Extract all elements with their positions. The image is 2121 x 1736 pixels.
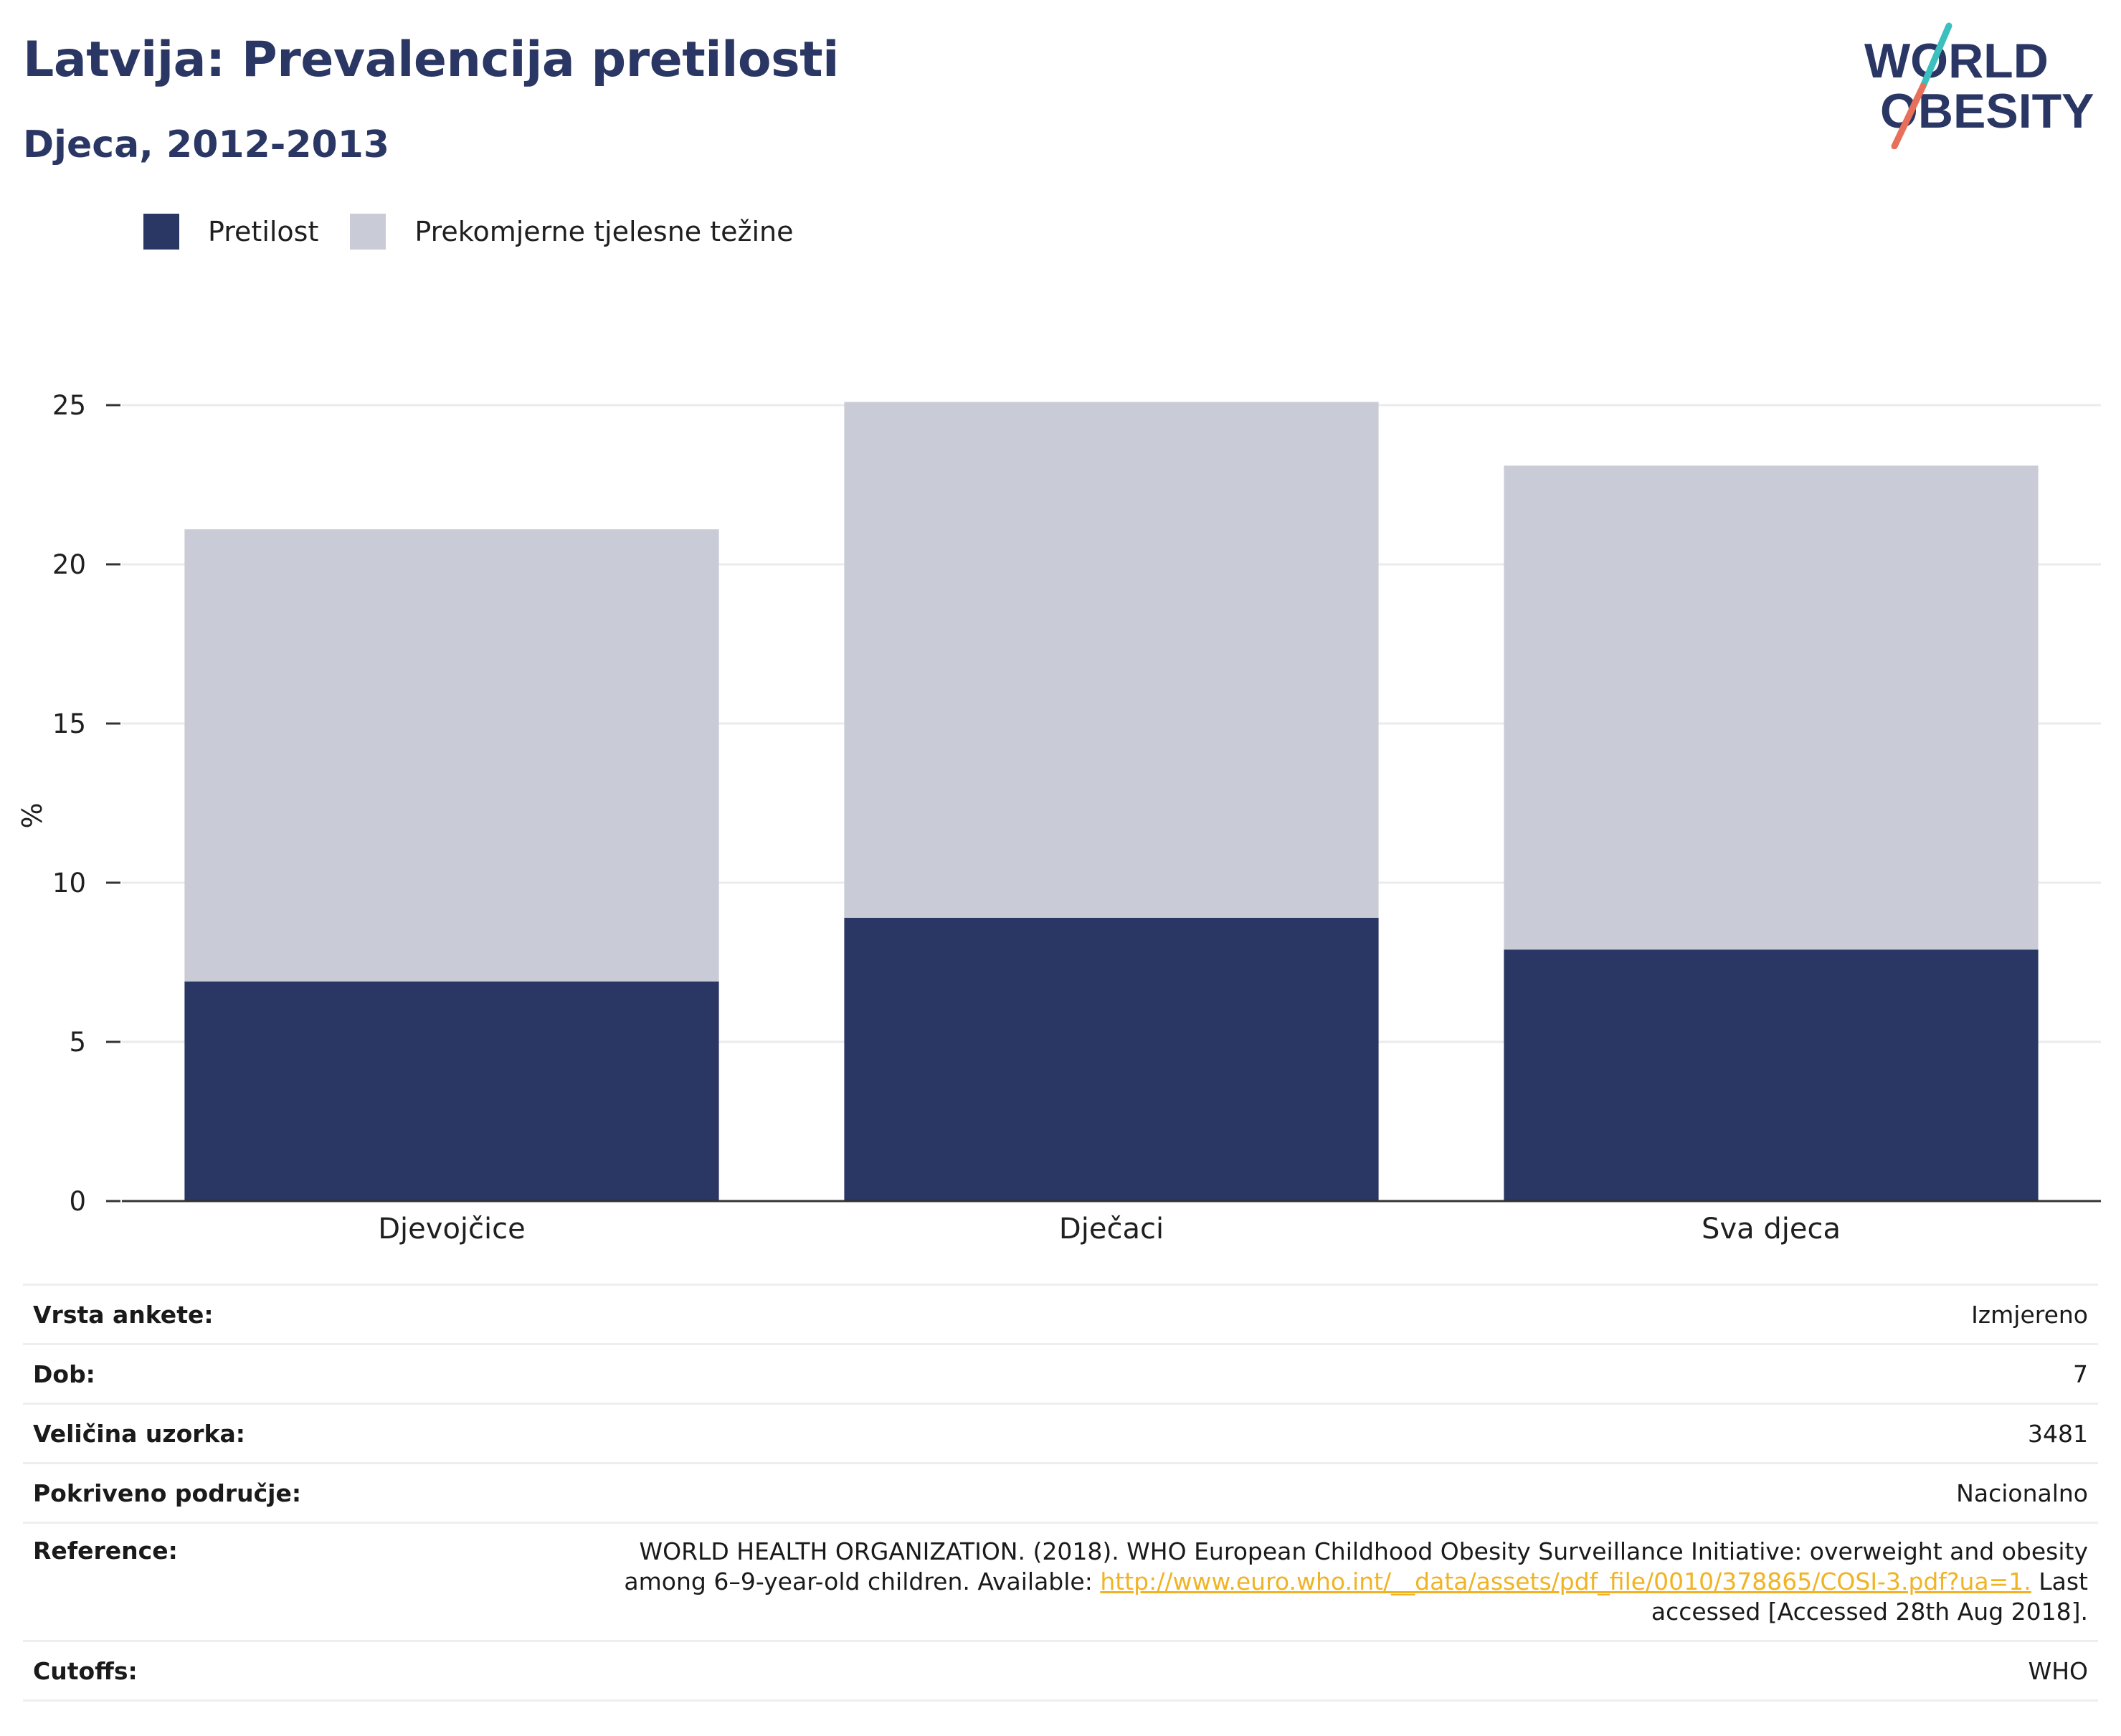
x-tick-label: Djevojčice [378, 1213, 526, 1246]
meta-row-sample-size: Veličina uzorka: 3481 [23, 1405, 2098, 1464]
reference-text-before: WORLD HEALTH ORGANIZATION. (2018). WHO E… [624, 1537, 2088, 1595]
meta-row-age: Dob: 7 [23, 1345, 2098, 1405]
legend-label-obesity: Pretilost [208, 216, 319, 247]
bar-overweight-2[interactable] [1504, 465, 2039, 950]
meta-row-coverage: Pokriveno područje: Nacionalno [23, 1464, 2098, 1524]
legend-swatch-obesity [143, 214, 179, 250]
logo-slash-top [1920, 22, 1952, 90]
meta-key-sample-size: Veličina uzorka: [33, 1419, 245, 1448]
bar-obesity-1[interactable] [844, 917, 1379, 1201]
legend-item-overweight[interactable]: Prekomjerne tjelesne težine [350, 214, 794, 250]
x-tick-label: Sva djeca [1702, 1213, 1841, 1246]
meta-key-age: Dob: [33, 1360, 95, 1388]
meta-key-reference: Reference: [33, 1537, 178, 1565]
chart-legend: Pretilost Prekomjerne tjelesne težine [143, 212, 825, 251]
y-axis-ticks: 0 5 10 15 20 25 [52, 390, 120, 1217]
world-obesity-logo: WORLD OBESITY [1864, 22, 2094, 149]
meta-key-survey-type: Vrsta ankete: [33, 1300, 214, 1329]
meta-key-cutoffs: Cutoffs: [33, 1656, 138, 1685]
bar-obesity-0[interactable] [184, 981, 719, 1201]
meta-value-sample-size: 3481 [2028, 1419, 2088, 1448]
legend-label-overweight: Prekomjerne tjelesne težine [414, 216, 794, 247]
logo-line-2: OBESITY [1880, 84, 2094, 138]
y-tick-label: 20 [52, 549, 86, 580]
y-tick-label: 10 [52, 868, 86, 898]
reference-text-after: Last accessed [Accessed 28th Aug 2018]. [1651, 1567, 2088, 1626]
bar-obesity-2[interactable] [1504, 949, 2039, 1201]
meta-value-cutoffs: WHO [2028, 1656, 2088, 1685]
meta-key-coverage: Pokriveno područje: [33, 1479, 302, 1507]
logo-line-1: WORLD [1864, 34, 2049, 88]
y-tick-label: 0 [69, 1186, 86, 1217]
y-tick-label: 5 [69, 1027, 86, 1058]
meta-value-survey-type: Izmjereno [1971, 1300, 2088, 1329]
meta-value-coverage: Nacionalno [1956, 1479, 2088, 1507]
y-axis-label: % [16, 802, 48, 828]
y-tick-label: 25 [52, 390, 86, 421]
meta-row-cutoffs: Cutoffs: WHO [23, 1642, 2098, 1702]
logo-slash-bottom [1891, 82, 1927, 149]
y-tick-label: 15 [52, 708, 86, 739]
bars [184, 402, 2039, 1201]
meta-value-reference: WORLD HEALTH ORGANIZATION. (2018). WHO E… [582, 1537, 2088, 1627]
bar-overweight-0[interactable] [184, 529, 719, 982]
survey-info-table: Vrsta ankete: Izmjereno Dob: 7 Veličina … [23, 1284, 2098, 1702]
meta-value-age: 7 [2073, 1360, 2088, 1388]
x-axis-ticks: Djevojčice Dječaci Sva djeca [378, 1213, 1841, 1246]
reference-link[interactable]: http://www.euro.who.int/__data/assets/pd… [1100, 1567, 2031, 1595]
chart-title: Latvija: Prevalencija pretilosti [23, 32, 839, 88]
chart-subtitle: Djeca, 2012-2013 [23, 123, 390, 166]
legend-item-obesity[interactable]: Pretilost [143, 214, 318, 250]
x-tick-label: Dječaci [1059, 1213, 1164, 1246]
meta-row-survey-type: Vrsta ankete: Izmjereno [23, 1286, 2098, 1345]
bar-overweight-1[interactable] [844, 402, 1379, 918]
legend-swatch-overweight [350, 214, 386, 250]
stacked-bar-chart: 0 5 10 15 20 25 % Djevojčice Dječaci Sva djeca [16, 390, 2101, 1246]
meta-row-reference: Reference: WORLD HEALTH ORGANIZATION. (2… [23, 1524, 2098, 1642]
